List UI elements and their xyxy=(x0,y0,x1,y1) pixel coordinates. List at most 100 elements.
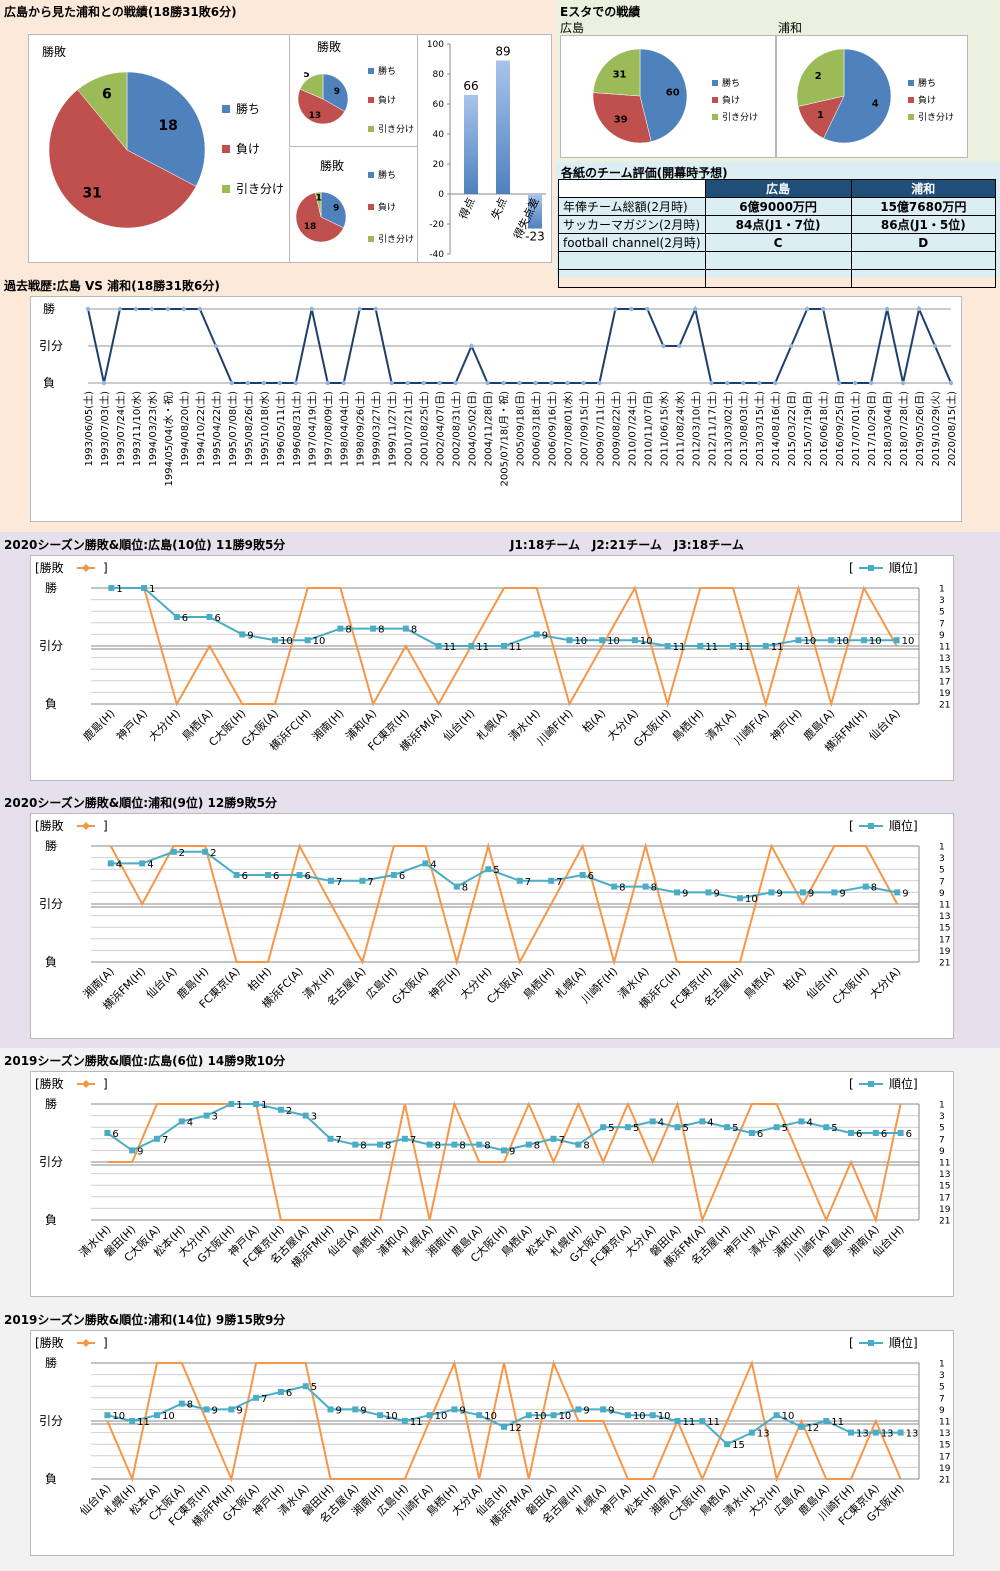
history-point xyxy=(645,306,650,312)
rank-tick-label: 15 xyxy=(939,924,950,934)
rank-point xyxy=(170,848,177,855)
rank-label: 5 xyxy=(831,1123,837,1134)
match-label: 神戸(H) xyxy=(767,706,804,743)
history-point xyxy=(932,343,938,349)
rank-label: 6 xyxy=(182,613,188,624)
history-xtick-label: 2009/07/11(土) xyxy=(593,391,606,467)
bar-value-0: 66 xyxy=(463,79,478,93)
result-ylabel-draw: 引分 xyxy=(39,1155,63,1169)
rank-point xyxy=(579,872,586,878)
rank-point xyxy=(860,637,867,644)
history-xtick-label: 2017/10/29(日) xyxy=(867,391,878,467)
rank-tick-label: 3 xyxy=(939,1371,945,1381)
rank-tick-label: 9 xyxy=(939,1147,945,1157)
ratings-table: 広島 浦和 年俸チーム総額(2月時) 6億9000万円 15億7680万円 サッカーマ… xyxy=(558,179,997,288)
rank-point xyxy=(485,866,492,873)
legend-rank-label: 順位] xyxy=(889,1076,918,1091)
rank-label: 7 xyxy=(410,1135,416,1146)
pie-label-1: 13 xyxy=(309,111,322,121)
rank-label: 8 xyxy=(583,1141,589,1152)
rank-point xyxy=(550,1135,557,1142)
rank-label: 9 xyxy=(137,1146,143,1157)
rank-point xyxy=(468,643,475,649)
rank-label: 10 xyxy=(313,636,326,647)
rank-point xyxy=(748,1429,755,1436)
rank-label: 6 xyxy=(273,871,279,882)
pie-label-1: 39 xyxy=(614,114,628,125)
history-point xyxy=(149,306,155,312)
history-xtick-label: 1994/03/23(水) xyxy=(147,391,159,467)
rank-point xyxy=(153,1412,160,1419)
legend-rank-marker xyxy=(868,1340,874,1346)
rank-point xyxy=(798,1423,805,1430)
rank-label: 9 xyxy=(360,1405,366,1416)
rank-label: 6 xyxy=(242,871,248,882)
rank-label: 6 xyxy=(881,1129,887,1140)
rank-label: 8 xyxy=(871,883,877,894)
rank-point xyxy=(327,877,334,884)
history-ylabel-win: 勝 xyxy=(43,301,55,316)
history-point xyxy=(900,380,906,386)
legend-result-label: [勝敗 xyxy=(35,1335,64,1350)
rank-tick-label: 19 xyxy=(939,1464,951,1474)
rank-tick-label: 13 xyxy=(939,1429,950,1439)
rank-point xyxy=(370,625,377,632)
rank-point xyxy=(768,889,775,896)
rank-label: 10 xyxy=(869,636,882,647)
rank-tick-label: 1 xyxy=(939,1101,945,1111)
match-label: 鹿島(H) xyxy=(80,706,117,743)
rank-tick-label: 5 xyxy=(939,1124,945,1134)
rank-point xyxy=(271,637,278,644)
pie-slice-0 xyxy=(823,48,892,144)
rank-label: 7 xyxy=(559,1135,565,1146)
rank-tick-label: 1 xyxy=(939,1360,945,1370)
rank-label: 10 xyxy=(162,1411,175,1422)
rank-point xyxy=(798,1118,805,1125)
history-xtick-label: 1996/08/31(土) xyxy=(290,391,303,467)
history-point xyxy=(421,380,426,386)
rank-point xyxy=(265,872,272,878)
history-xtick-label: 2002/04/07(日) xyxy=(436,391,447,467)
rank-label: 8 xyxy=(435,1141,441,1152)
bar-1 xyxy=(496,60,510,194)
pie-slice-1 xyxy=(48,89,197,229)
history-point xyxy=(309,306,314,312)
match-label: 仙台(A) xyxy=(143,964,180,1001)
rank-point xyxy=(206,614,213,620)
rank-point xyxy=(359,877,366,884)
rank-point xyxy=(277,1106,284,1113)
estadium-pie-urawa: 4 1 2 xyxy=(796,48,892,144)
rank-tick-label: 15 xyxy=(939,1441,950,1451)
rank-label: 9 xyxy=(236,1405,242,1416)
history-point xyxy=(884,306,890,312)
rank-label: 13 xyxy=(881,1429,894,1440)
rank-label: 2 xyxy=(179,848,185,859)
match-label: 川崎F(H) xyxy=(534,706,576,748)
rank-point xyxy=(699,1418,706,1424)
rank-point xyxy=(872,1130,879,1136)
rank-point xyxy=(377,1141,384,1148)
match-label: 川崎F(A) xyxy=(731,706,772,747)
history-point xyxy=(629,306,634,312)
rank-label: 8 xyxy=(385,1141,391,1152)
bar-value-2: -23 xyxy=(525,230,545,244)
estadium-title: Eスタでの戦績 xyxy=(560,5,641,19)
match-label: 大分(H) xyxy=(146,706,183,743)
rank-point xyxy=(107,860,114,867)
history-xtick-label: 1997/08/09(土) xyxy=(322,391,335,467)
small-pie2-legend: 勝ち 負け 引き分け xyxy=(368,160,414,256)
rank-tick-label: 19 xyxy=(939,689,951,699)
rank-point xyxy=(173,614,180,620)
season3-title: 2019シーズン勝敗&順位:広島(6位) 14勝9敗10分 xyxy=(4,1054,286,1068)
small-pie-box-1 xyxy=(289,35,417,147)
pie-slice-2 xyxy=(77,71,128,151)
pie-slice-0 xyxy=(320,191,347,229)
rank-label: 15 xyxy=(732,1440,745,1451)
history-point xyxy=(133,306,139,312)
rank-label: 4 xyxy=(147,859,153,870)
legend-rank-bracket: [ xyxy=(849,819,854,833)
history-xtick-label: 2019/10/29(火) xyxy=(930,391,942,467)
small-pie-box-2 xyxy=(289,148,417,263)
history-point xyxy=(788,343,794,349)
